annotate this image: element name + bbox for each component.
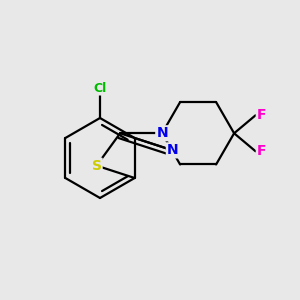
Text: Cl: Cl [93,82,106,94]
Text: N: N [167,143,178,158]
Text: F: F [257,144,266,158]
Text: S: S [92,159,102,172]
Text: F: F [257,108,266,122]
Text: N: N [156,126,168,140]
